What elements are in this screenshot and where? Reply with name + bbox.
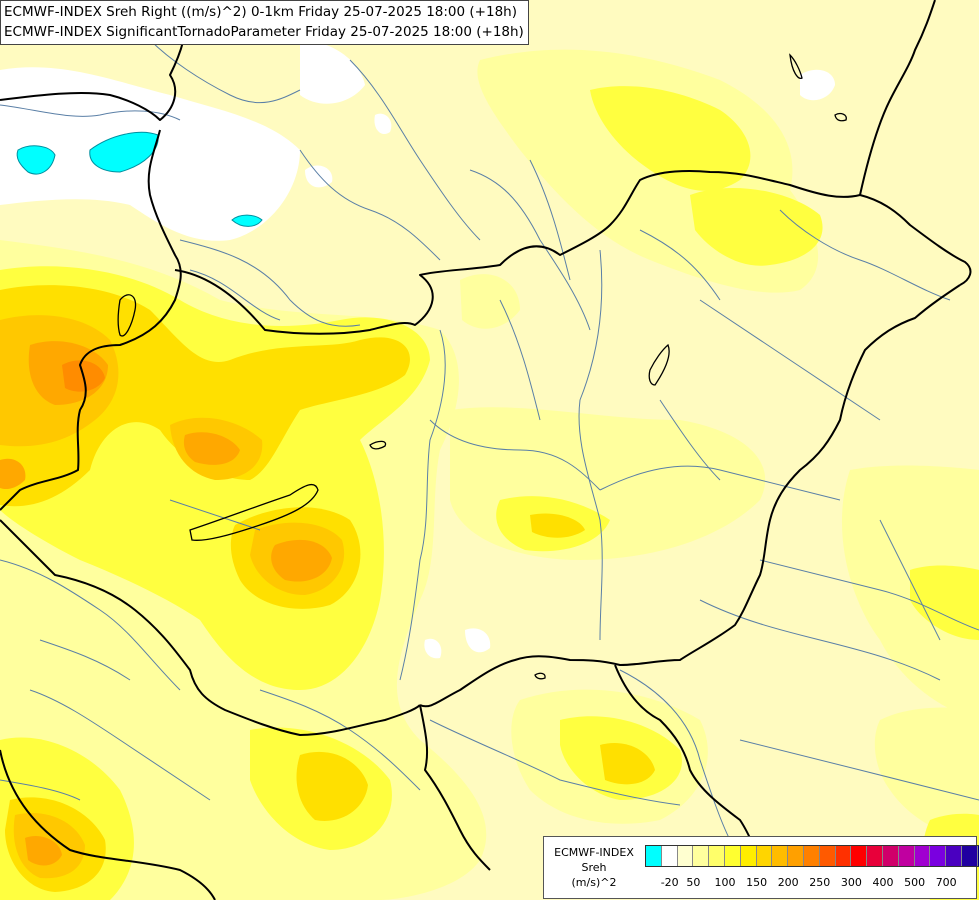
legend-swatch (914, 846, 931, 866)
map-title-line-2: ECMWF-INDEX SignificantTornadoParameter … (4, 24, 524, 40)
legend-tick-label: -20 (660, 876, 679, 889)
legend-swatch (677, 846, 694, 866)
low-helicity-area (424, 638, 442, 659)
legend-swatch (867, 846, 883, 866)
legend-swatch (693, 846, 710, 866)
rivers (0, 39, 979, 841)
helicity-50-area (460, 274, 520, 329)
legend-label: ECMWF-INDEX Sreh (m/s)^2 (544, 845, 644, 890)
map-title-box: ECMWF-INDEX Sreh Right ((m/s)^2) 0-1km F… (0, 0, 529, 45)
low-helicity-area (300, 40, 365, 104)
low-helicity-area (800, 69, 835, 101)
low-helicity-area (465, 628, 491, 653)
legend-swatch (851, 846, 868, 866)
legend-swatch (946, 846, 962, 866)
helicity-250-area (271, 539, 332, 582)
helicity-250-area (25, 835, 62, 866)
legend-tick-label: 100 (714, 876, 736, 889)
helicity-100-area (590, 86, 751, 191)
legend-line-2: Sreh (581, 861, 607, 874)
legend-tick-label: 500 (904, 876, 926, 889)
legend-line-3: (m/s)^2 (571, 876, 617, 889)
negative-helicity-area (231, 214, 263, 227)
legend-swatch (661, 846, 678, 866)
legend-tick-label: 200 (777, 876, 799, 889)
negative-helicity-area (89, 131, 159, 173)
helicity-50-area (874, 707, 979, 840)
legend-swatch (756, 846, 773, 866)
legend-tick-label: 700 (935, 876, 957, 889)
legend-tick-label: 400 (872, 876, 894, 889)
legend-swatch (788, 846, 804, 866)
legend-swatch (646, 846, 662, 866)
helicity-150-area (600, 742, 655, 785)
helicity-100-area (690, 187, 823, 266)
color-legend: ECMWF-INDEX Sreh (m/s)^2 -20 50 100 150 200 2… (543, 836, 979, 899)
legend-swatch (961, 846, 978, 866)
legend-swatch (930, 846, 947, 866)
helicity-100-area (910, 565, 979, 640)
helicity-250-area (183, 432, 240, 465)
lakes (117, 53, 847, 680)
legend-swatch (724, 846, 741, 866)
negative-helicity-area (16, 145, 56, 175)
legend-line-1: ECMWF-INDEX (554, 846, 634, 859)
legend-swatch (740, 846, 757, 866)
legend-tick-label: 250 (809, 876, 831, 889)
legend-swatch (803, 846, 820, 866)
legend-swatch (819, 846, 836, 866)
legend-swatch (709, 846, 725, 866)
legend-swatch (898, 846, 915, 866)
legend-color-scale (645, 845, 979, 867)
legend-tick-label: 150 (746, 876, 768, 889)
legend-swatch (977, 846, 979, 866)
map-title-line-1: ECMWF-INDEX Sreh Right ((m/s)^2) 0-1km F… (4, 4, 517, 20)
helicity-250-area (0, 458, 26, 490)
legend-swatch (772, 846, 789, 866)
low-helicity-area (374, 113, 392, 135)
legend-swatch (882, 846, 899, 866)
helicity-150-area (296, 751, 368, 821)
legend-tick-label: 50 (686, 876, 701, 889)
legend-tick-label: 300 (840, 876, 862, 889)
legend-swatch (835, 846, 852, 866)
helicity-150-area (530, 513, 585, 538)
